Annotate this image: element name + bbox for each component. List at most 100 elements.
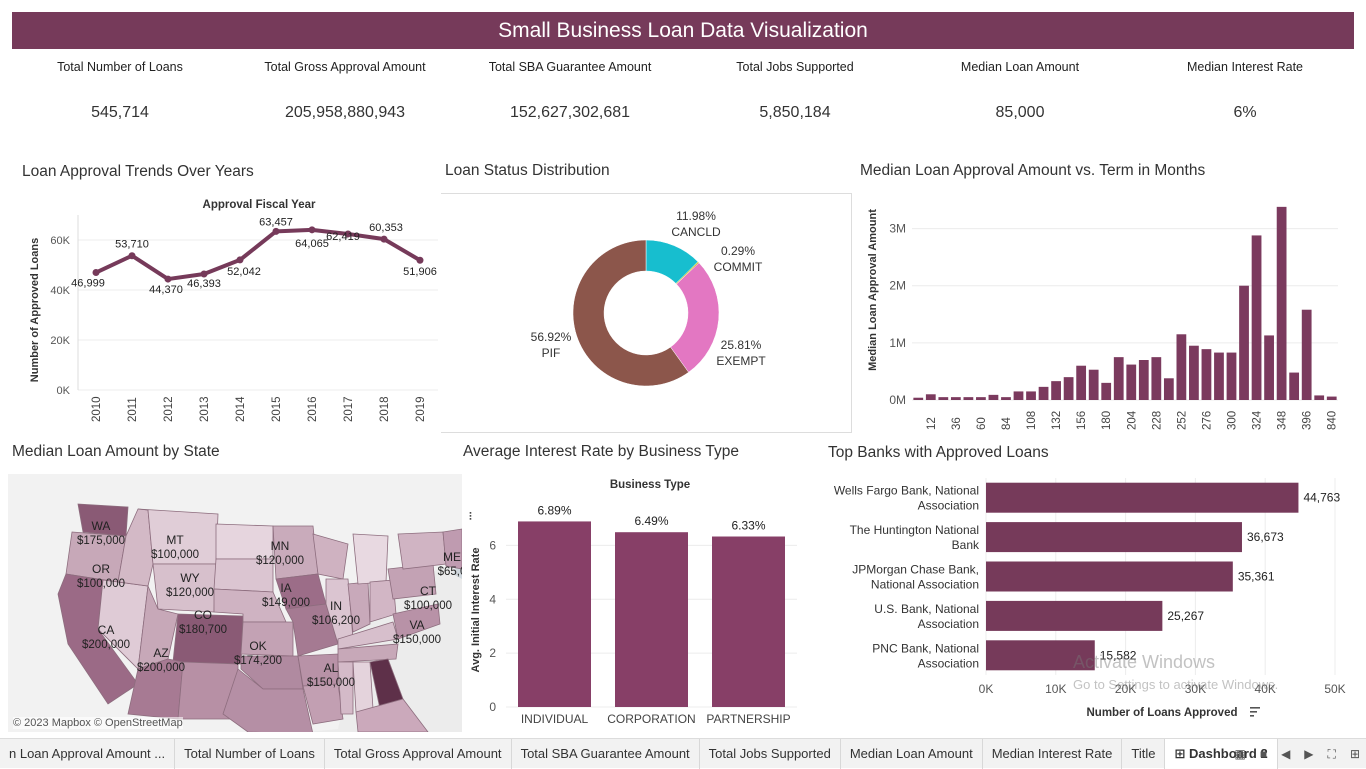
trend-data-label: 46,999 — [71, 278, 105, 290]
trend-point — [344, 230, 352, 238]
trend-point — [308, 226, 316, 234]
term-x-tick: 300 — [1227, 411, 1239, 430]
term-x-tick: 204 — [1126, 410, 1138, 430]
term-bar — [1151, 357, 1162, 400]
term-bar — [1264, 335, 1274, 400]
term-x-tick: 156 — [1076, 411, 1088, 430]
state-fl[interactable] — [355, 698, 429, 732]
trend-data-label: 51,906 — [403, 266, 437, 278]
bank-name-label: Wells Fargo Bank, National — [834, 484, 979, 498]
map-state-label: ME — [443, 550, 461, 564]
map-amount-label: $65,0 — [438, 566, 462, 578]
bank-data-label: 25,267 — [1167, 609, 1204, 623]
bank-name-label: Association — [918, 499, 979, 513]
tab-dashboard-2[interactable]: ⊞ Dashboard 2 — [1165, 738, 1278, 769]
dashboard-grid-icon: ⊞ — [1174, 745, 1189, 761]
trend-y-tick: 20K — [50, 335, 70, 347]
map-amount-label: $106,200 — [312, 615, 360, 627]
trend-data-label: 64,065 — [295, 238, 329, 250]
term-bar — [1163, 378, 1174, 400]
tab-median-interest-rate[interactable]: Median Interest Rate — [983, 738, 1123, 769]
tab-title[interactable]: Title — [1122, 738, 1166, 769]
map-amount-label: $100,000 — [404, 600, 452, 612]
trend-x-tick: 2013 — [199, 396, 211, 422]
term-bar — [938, 397, 949, 400]
term-bar — [1076, 365, 1087, 400]
trend-point — [236, 256, 244, 264]
term-bar — [988, 394, 999, 400]
kpi-sba-guarantee: Total SBA Guarantee Amount 152,627,302,6… — [470, 60, 670, 122]
term-bar — [1189, 345, 1199, 400]
tab-median-loan-approval-amount[interactable]: n Loan Approval Amount ... — [0, 738, 176, 769]
rate-bar — [518, 521, 591, 707]
map-amount-label: $100,000 — [77, 578, 125, 590]
banks-x-tick: 30K — [1185, 682, 1206, 696]
term-bar — [1239, 285, 1249, 400]
map-amount-label: $174,200 — [234, 655, 282, 667]
sort-descending-icon[interactable] — [1250, 707, 1260, 717]
banks-x-axis-label: Number of Loans Approved — [1087, 707, 1238, 719]
term-x-tick: 840 — [1327, 411, 1339, 430]
state-tx[interactable] — [222, 668, 313, 732]
state-mo[interactable] — [285, 603, 339, 657]
state-tn[interactable] — [337, 643, 399, 663]
kpi-label: Total Jobs Supported — [736, 60, 854, 74]
sheet-sorter-icon[interactable]: ■ — [1259, 747, 1268, 761]
rate-y-tick: 6 — [489, 538, 496, 552]
state-new-england[interactable] — [442, 528, 462, 570]
map-amount-label: $120,000 — [166, 587, 214, 599]
term-x-tick: 84 — [1001, 417, 1013, 430]
banks-x-tick: 20K — [1115, 682, 1136, 696]
tab-total-gross-approval-amount[interactable]: Total Gross Approval Amount — [325, 738, 512, 769]
kpi-label: Total Gross Approval Amount — [264, 60, 426, 74]
state-choropleth-map[interactable]: WA $175,000 OR $100,000 MT $100,000 WY $120,000… — [8, 474, 462, 732]
term-bar — [1088, 369, 1099, 400]
kpi-value: 152,627,302,681 — [509, 104, 631, 121]
state-la[interactable] — [302, 683, 344, 725]
trend-y-tick: 60K — [50, 235, 70, 247]
bank-name-label: Bank — [952, 538, 980, 552]
rate-panel-title: Average Interest Rate by Business Type — [463, 443, 740, 460]
banks-x-tick: 50K — [1324, 682, 1345, 696]
banks-x-tick: 10K — [1045, 682, 1066, 696]
term-bar — [1226, 352, 1237, 400]
bank-name-label: U.S. Bank, National — [874, 602, 979, 616]
film-strip-icon[interactable]: ▦ — [1234, 747, 1246, 761]
trend-x-tick: 2016 — [307, 396, 319, 422]
term-bar — [1001, 397, 1011, 400]
term-bar — [1013, 391, 1024, 400]
tab-total-jobs-supported[interactable]: Total Jobs Supported — [700, 738, 841, 769]
trend-data-label: 63,457 — [259, 216, 293, 228]
kpi-value: 205,958,880,943 — [284, 104, 406, 121]
top-banks-bar-chart[interactable]: Number of Loans Approved 0K 10K 20K 30K 40K 5… — [820, 470, 1360, 732]
map-state-label: IA — [280, 581, 291, 595]
term-bar-chart[interactable]: Median Loan Approval Amount 0M 1M 2M 3M 12 36… — [860, 190, 1350, 440]
term-bar — [1251, 235, 1262, 400]
trend-y-tick: 0K — [57, 385, 71, 397]
rate-y-tick: 4 — [489, 592, 496, 606]
term-bar — [1201, 349, 1212, 400]
state-ms[interactable] — [337, 661, 354, 715]
term-bar — [1138, 360, 1149, 400]
kpi-gross-approval: Total Gross Approval Amount 205,958,880,… — [245, 60, 445, 122]
sort-icon[interactable]: ⫶ — [469, 511, 472, 523]
tab-total-number-of-loans[interactable]: Total Number of Loans — [175, 738, 325, 769]
fit-screen-icon[interactable]: ⛶ — [1327, 746, 1336, 761]
next-sheet-icon[interactable]: ▶ — [1304, 747, 1314, 761]
grid-view-icon[interactable]: ⊞ — [1349, 747, 1360, 761]
bank-name-label: Association — [918, 656, 979, 670]
loan-trend-line-chart[interactable]: Approval Fiscal Year Number of Approved … — [20, 190, 445, 430]
tab-median-loan-amount[interactable]: Median Loan Amount — [841, 738, 983, 769]
interest-rate-bar-chart[interactable]: Business Type Avg. Initial Interest Rate… — [462, 470, 807, 732]
banks-x-tick: 40K — [1255, 682, 1276, 696]
trend-data-label: 44,370 — [149, 284, 183, 296]
state-ut[interactable] — [137, 584, 179, 670]
map-state-label: WY — [180, 571, 199, 585]
state-va[interactable] — [392, 603, 441, 640]
rate-x-tick: INDIVIDUAL — [521, 712, 589, 726]
term-bar — [913, 397, 924, 400]
previous-sheet-icon[interactable]: ◀ — [1281, 747, 1291, 761]
trend-data-label: 46,393 — [187, 278, 221, 290]
tab-total-sba-guarantee-amount[interactable]: Total SBA Guarantee Amount — [512, 738, 700, 769]
